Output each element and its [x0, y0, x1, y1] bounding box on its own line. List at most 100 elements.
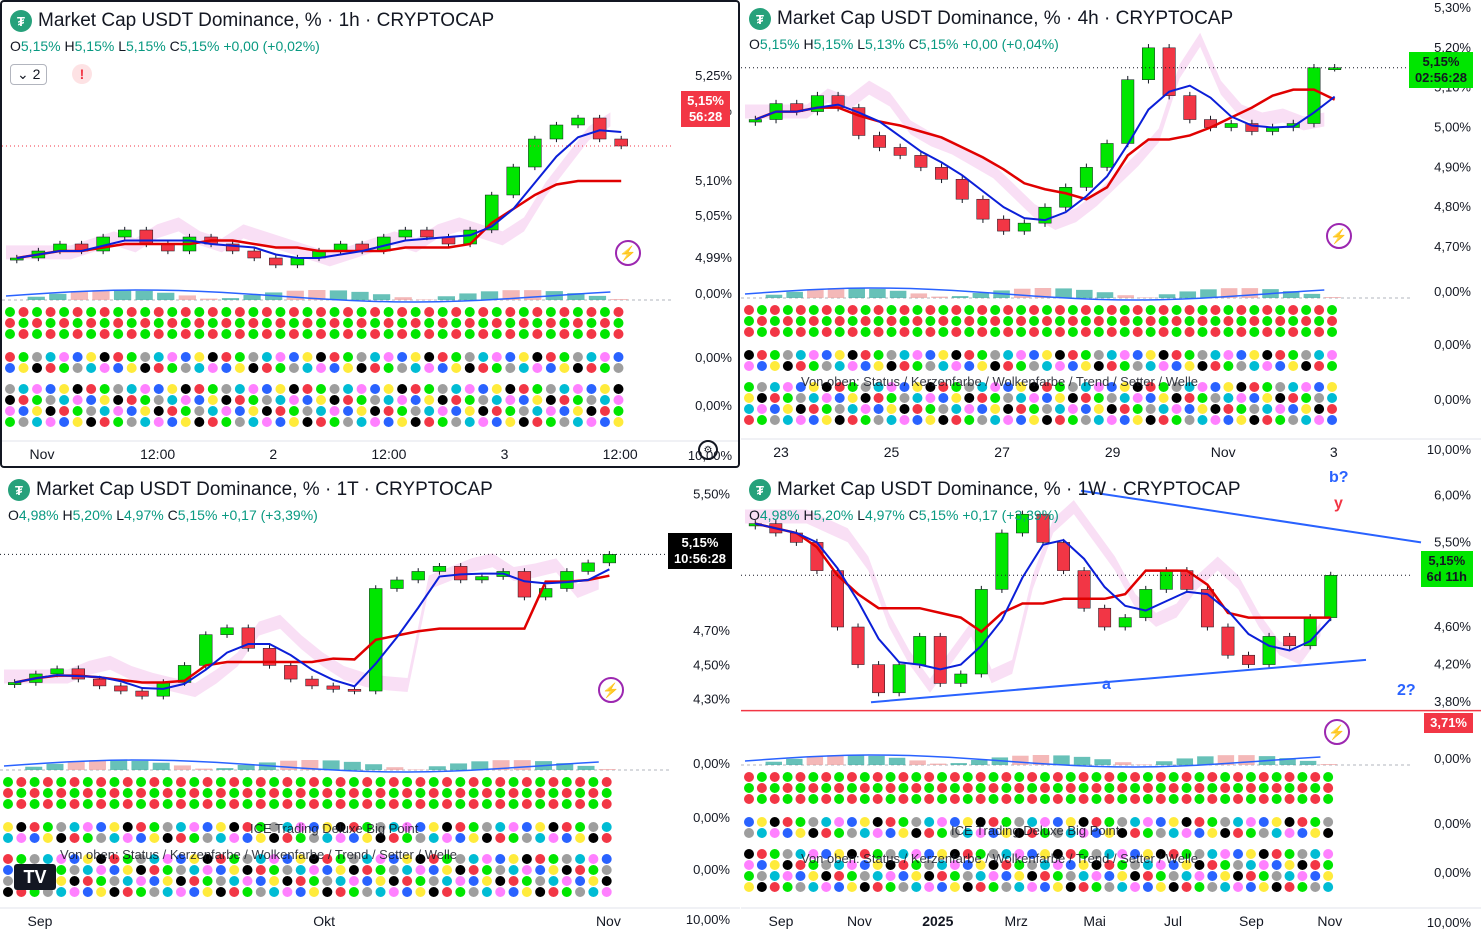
- price-tick-label: 4,99%: [695, 250, 732, 265]
- indicator-dot: [744, 404, 754, 414]
- indicator-dot: [975, 871, 986, 881]
- indicator-dot: [428, 876, 439, 886]
- indicator-dot: [455, 887, 466, 897]
- candle-body: [199, 634, 213, 666]
- price-plot-4h[interactable]: 5,30%5,20%5,10%5,00%4,90%4,80%4,70%0,00%…: [741, 0, 1481, 468]
- indicator-dot: [949, 783, 960, 793]
- indicator-dot: [202, 887, 213, 897]
- indicator-dot: [3, 799, 13, 809]
- indicator-dot: [1181, 828, 1192, 838]
- indicator-dot: [96, 865, 107, 875]
- indicator-dot: [316, 363, 326, 373]
- indicator-dot: [1014, 828, 1025, 838]
- macd-histogram-bar: [951, 296, 969, 298]
- indicator-dot: [32, 363, 43, 373]
- indicator-dot: [149, 833, 160, 843]
- lightning-icon[interactable]: ⚡: [1324, 719, 1350, 745]
- candle-body: [475, 576, 489, 581]
- indicator-dot: [288, 363, 299, 373]
- indicator-dot: [586, 417, 597, 427]
- indicator-dot: [478, 318, 489, 328]
- indicator-dot: [442, 865, 453, 875]
- indicator-dot: [1271, 794, 1282, 804]
- indicator-dot: [189, 799, 200, 809]
- indicator-dot: [1027, 882, 1038, 892]
- chart-panel-4h[interactable]: 5,30%5,20%5,10%5,00%4,90%4,80%4,70%0,00%…: [741, 0, 1481, 468]
- indicator-dot: [886, 305, 897, 315]
- indicator-dot: [964, 361, 975, 371]
- indicator-dot: [518, 395, 529, 405]
- indicator-dot: [1310, 849, 1321, 859]
- indicator-dot: [136, 777, 147, 787]
- indicator-dot: [275, 329, 286, 339]
- chart-panel-1d[interactable]: 5,50% 4,70% 4,50% 4,30% 0,00% 0,00% 0,00% 10,00…: [0, 471, 740, 936]
- indicator-dot: [1132, 404, 1143, 414]
- indicator-dot: [1054, 350, 1065, 360]
- tradingview-logo-icon[interactable]: TV: [14, 864, 56, 890]
- indicator-dot: [69, 876, 80, 886]
- lightning-icon[interactable]: ⚡: [615, 240, 641, 266]
- indicator-dot: [464, 363, 475, 373]
- indicator-dot: [821, 849, 832, 859]
- indicator-dot: [375, 854, 386, 864]
- indicator-dot: [1145, 382, 1156, 392]
- indicator-dot: [234, 363, 245, 373]
- indicator-dot: [1207, 772, 1218, 782]
- indicator-dot: [949, 882, 960, 892]
- indicator-dot: [873, 404, 884, 414]
- tether-logo-icon: ₮: [10, 10, 32, 32]
- indicator-dot: [1065, 828, 1076, 838]
- indicator-dot: [362, 876, 373, 886]
- indicator-dot: [559, 352, 570, 362]
- indicator-dot: [99, 417, 110, 427]
- candle-body: [411, 571, 425, 581]
- indicator-dot: [126, 363, 137, 373]
- indicator-dot: [588, 799, 599, 809]
- candle-body: [225, 243, 240, 252]
- indicator-dot: [1052, 860, 1063, 870]
- indicator-dot: [468, 833, 479, 843]
- chart-title-text: Market Cap USDT Dominance, % · 4h · CRYP…: [777, 8, 1234, 29]
- indicator-dot: [975, 772, 986, 782]
- warning-icon[interactable]: !: [72, 64, 92, 84]
- indicator-dot: [860, 404, 871, 414]
- indicator-count-button[interactable]: ⌄ 2: [10, 64, 48, 85]
- price-plot-1w[interactable]: 6,00%5,50%4,60%4,20%3,80%0,00%0,00%0,00%…: [741, 471, 1481, 936]
- price-tick-label: 4,50%: [693, 657, 730, 672]
- indicator-dot: [1171, 382, 1182, 392]
- indicator-dot: [1284, 882, 1295, 892]
- indicator-dot: [248, 395, 259, 405]
- indicator-dot: [1220, 849, 1231, 859]
- indicator-dot: [96, 854, 107, 864]
- candle-body: [326, 685, 340, 690]
- macd-histogram-bar: [1217, 755, 1235, 765]
- indicator-dot: [1093, 382, 1104, 392]
- indicator-dot: [153, 329, 164, 339]
- indicator-tick-label: 0,00%: [693, 756, 730, 771]
- indicator-dot: [990, 327, 1001, 337]
- chart-panel-1h[interactable]: 5,25%5,20%5,10%5,05%4,99%0,00%0,00%0,00%…: [0, 0, 740, 468]
- indicator-dot: [221, 318, 232, 328]
- indicator-dot: [808, 361, 819, 371]
- indicator-dot: [846, 882, 857, 892]
- indicator-dot: [1091, 828, 1102, 838]
- price-plot-1h[interactable]: 5,25%5,20%5,10%5,05%4,99%0,00%0,00%0,00%…: [2, 2, 740, 468]
- indicator-dot: [234, 318, 245, 328]
- price-plot-1d[interactable]: 5,50%4,70%4,50%4,30%0,00%0,00%0,00%10,00…: [0, 471, 740, 936]
- lightning-icon[interactable]: ⚡: [1326, 223, 1352, 249]
- indicator-dot: [282, 876, 293, 886]
- indicator-dot: [1042, 305, 1052, 315]
- indicator-dot: [756, 783, 767, 793]
- chart-panel-1w[interactable]: 6,00% 5,50% 4,60% 4,20% 3,80% 0,00% 0,00% 0,00%…: [741, 471, 1481, 936]
- indicator-dot: [288, 329, 299, 339]
- indicator-dot: [925, 404, 936, 414]
- indicator-dot: [302, 406, 313, 416]
- indicator-dot: [899, 327, 910, 337]
- indicator-dot: [322, 799, 333, 809]
- macd-histogram-bar: [70, 291, 89, 300]
- indicator-dot: [821, 415, 832, 425]
- settings-gear-icon[interactable]: ⚙: [698, 440, 718, 460]
- indicator-dot: [535, 777, 546, 787]
- lightning-icon[interactable]: ⚡: [598, 677, 624, 703]
- indicator-tick-label: 0,00%: [695, 398, 732, 413]
